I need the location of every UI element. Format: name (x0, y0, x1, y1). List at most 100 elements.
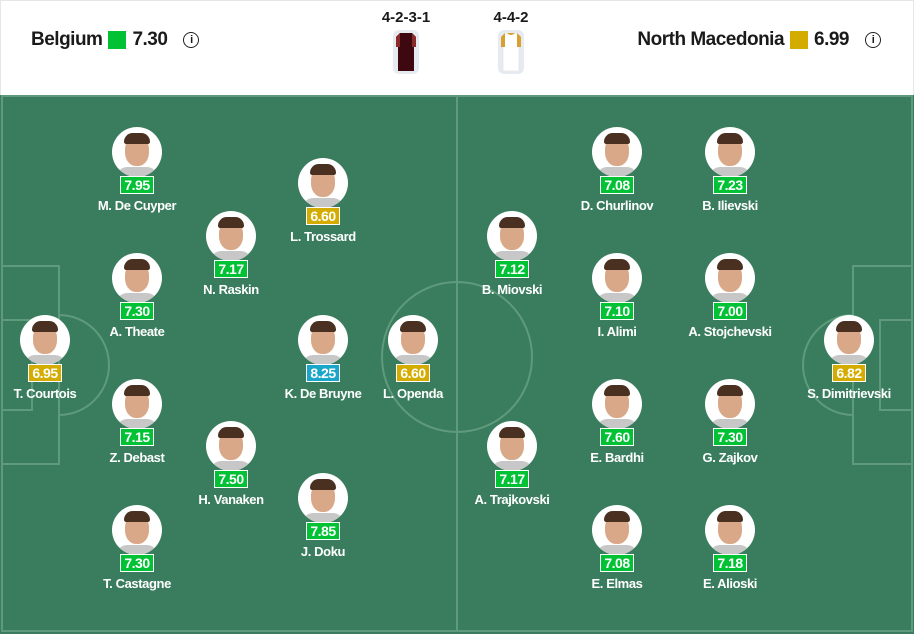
player-name: J. Doku (300, 544, 346, 559)
info-icon[interactable]: i (183, 32, 200, 48)
player-name: T. Castagne (103, 576, 171, 591)
player-name: E. Elmas (591, 576, 643, 591)
player-rating: 7.30 (120, 302, 154, 320)
player-away[interactable]: 7.60 E. Bardhi (557, 379, 677, 465)
player-avatar (592, 505, 642, 555)
home-kit-icon (393, 30, 419, 74)
player-home[interactable]: 6.60 L. Trossard (263, 158, 383, 244)
player-home[interactable]: 6.60 L. Openda (353, 315, 473, 401)
player-rating: 7.00 (713, 302, 747, 320)
player-rating: 6.82 (832, 364, 866, 382)
away-team-name: North Macedonia (637, 29, 785, 50)
player-away[interactable]: 7.08 E. Elmas (557, 505, 677, 591)
player-name: K. De Bruyne (284, 386, 362, 401)
player-home[interactable]: 7.30 T. Castagne (77, 505, 197, 591)
player-avatar (112, 379, 162, 429)
match-header: Belgium 7.30 i 4-2-3-1 4-4-2 North Maced… (0, 0, 914, 95)
player-rating: 7.18 (713, 554, 747, 572)
home-team-rating: 7.30 (132, 29, 168, 50)
player-away[interactable]: 7.18 E. Alioski (670, 505, 790, 591)
player-avatar (112, 253, 162, 303)
home-formation: 4-2-3-1 (381, 9, 431, 26)
player-home[interactable]: 8.25 K. De Bruyne (263, 315, 383, 401)
player-name: A. Trajkovski (474, 492, 550, 507)
away-team-rating: 6.99 (814, 29, 849, 50)
player-away[interactable]: 7.00 A. Stojchevski (670, 253, 790, 339)
player-rating: 7.10 (600, 302, 634, 320)
player-name: B. Ilievski (702, 198, 758, 213)
player-name: E. Bardhi (590, 450, 644, 465)
player-away[interactable]: 7.17 A. Trajkovski (452, 421, 572, 507)
player-rating: 6.60 (306, 207, 340, 225)
player-name: D. Churlinov (580, 198, 654, 213)
player-avatar (298, 315, 348, 365)
player-rating: 6.95 (28, 364, 62, 382)
player-rating: 7.85 (306, 522, 340, 540)
away-formation: 4-4-2 (493, 9, 529, 26)
player-avatar (112, 505, 162, 555)
player-name: Z. Debast (109, 450, 165, 465)
home-team-name: Belgium (31, 29, 103, 50)
away-team: North Macedonia 6.99 i (637, 29, 881, 51)
player-rating: 7.08 (600, 176, 634, 194)
player-rating: 6.60 (396, 364, 430, 382)
player-away[interactable]: 7.23 B. Ilievski (670, 127, 790, 213)
player-name: N. Raskin (203, 282, 259, 297)
player-avatar (298, 473, 348, 523)
player-avatar (388, 315, 438, 365)
player-avatar (705, 505, 755, 555)
home-rating-square (108, 31, 127, 49)
player-avatar (112, 127, 162, 177)
player-away[interactable]: 7.10 I. Alimi (557, 253, 677, 339)
player-avatar (206, 211, 256, 261)
player-home[interactable]: 7.15 Z. Debast (77, 379, 197, 465)
player-avatar (592, 253, 642, 303)
player-avatar (705, 379, 755, 429)
player-rating: 8.25 (306, 364, 340, 382)
player-name: G. Zajkov (702, 450, 758, 465)
player-rating: 7.17 (495, 470, 529, 488)
player-away[interactable]: 7.08 D. Churlinov (557, 127, 677, 213)
player-name: A. Theate (109, 324, 165, 339)
player-name: E. Alioski (702, 576, 758, 591)
pitch: 7.95 M. De Cuyper 6.60 L. Trossard 7.17 … (0, 95, 914, 634)
player-name: A. Stojchevski (688, 324, 772, 339)
away-kit-icon (498, 30, 524, 74)
player-avatar (824, 315, 874, 365)
player-away[interactable]: 6.82 S. Dimitrievski (789, 315, 909, 401)
player-avatar (705, 127, 755, 177)
player-home[interactable]: 7.50 H. Vanaken (171, 421, 291, 507)
player-rating: 7.23 (713, 176, 747, 194)
player-rating: 7.08 (600, 554, 634, 572)
player-rating: 7.15 (120, 428, 154, 446)
player-away[interactable]: 7.30 G. Zajkov (670, 379, 790, 465)
player-name: M. De Cuyper (97, 198, 177, 213)
player-rating: 7.30 (120, 554, 154, 572)
player-rating: 7.60 (600, 428, 634, 446)
player-home[interactable]: 7.95 M. De Cuyper (77, 127, 197, 213)
player-avatar (705, 253, 755, 303)
player-avatar (487, 421, 537, 471)
player-name: H. Vanaken (198, 492, 264, 507)
player-name: L. Openda (383, 386, 443, 401)
player-home[interactable]: 6.95 T. Courtois (0, 315, 105, 401)
player-name: T. Courtois (13, 386, 77, 401)
player-rating: 7.50 (214, 470, 248, 488)
info-icon[interactable]: i (865, 32, 881, 48)
away-formation-block: 4-4-2 (486, 9, 536, 74)
away-rating-square (790, 31, 809, 49)
player-avatar (487, 211, 537, 261)
player-avatar (298, 158, 348, 208)
player-name: L. Trossard (290, 229, 356, 244)
player-home[interactable]: 7.17 N. Raskin (171, 211, 291, 297)
player-name: S. Dimitrievski (807, 386, 891, 401)
player-avatar (206, 421, 256, 471)
home-team: Belgium 7.30 i (31, 29, 200, 51)
player-home[interactable]: 7.85 J. Doku (263, 473, 383, 559)
player-avatar (20, 315, 70, 365)
player-avatar (592, 127, 642, 177)
player-home[interactable]: 7.30 A. Theate (77, 253, 197, 339)
player-rating: 7.95 (120, 176, 154, 194)
player-avatar (592, 379, 642, 429)
player-away[interactable]: 7.12 B. Miovski (452, 211, 572, 297)
